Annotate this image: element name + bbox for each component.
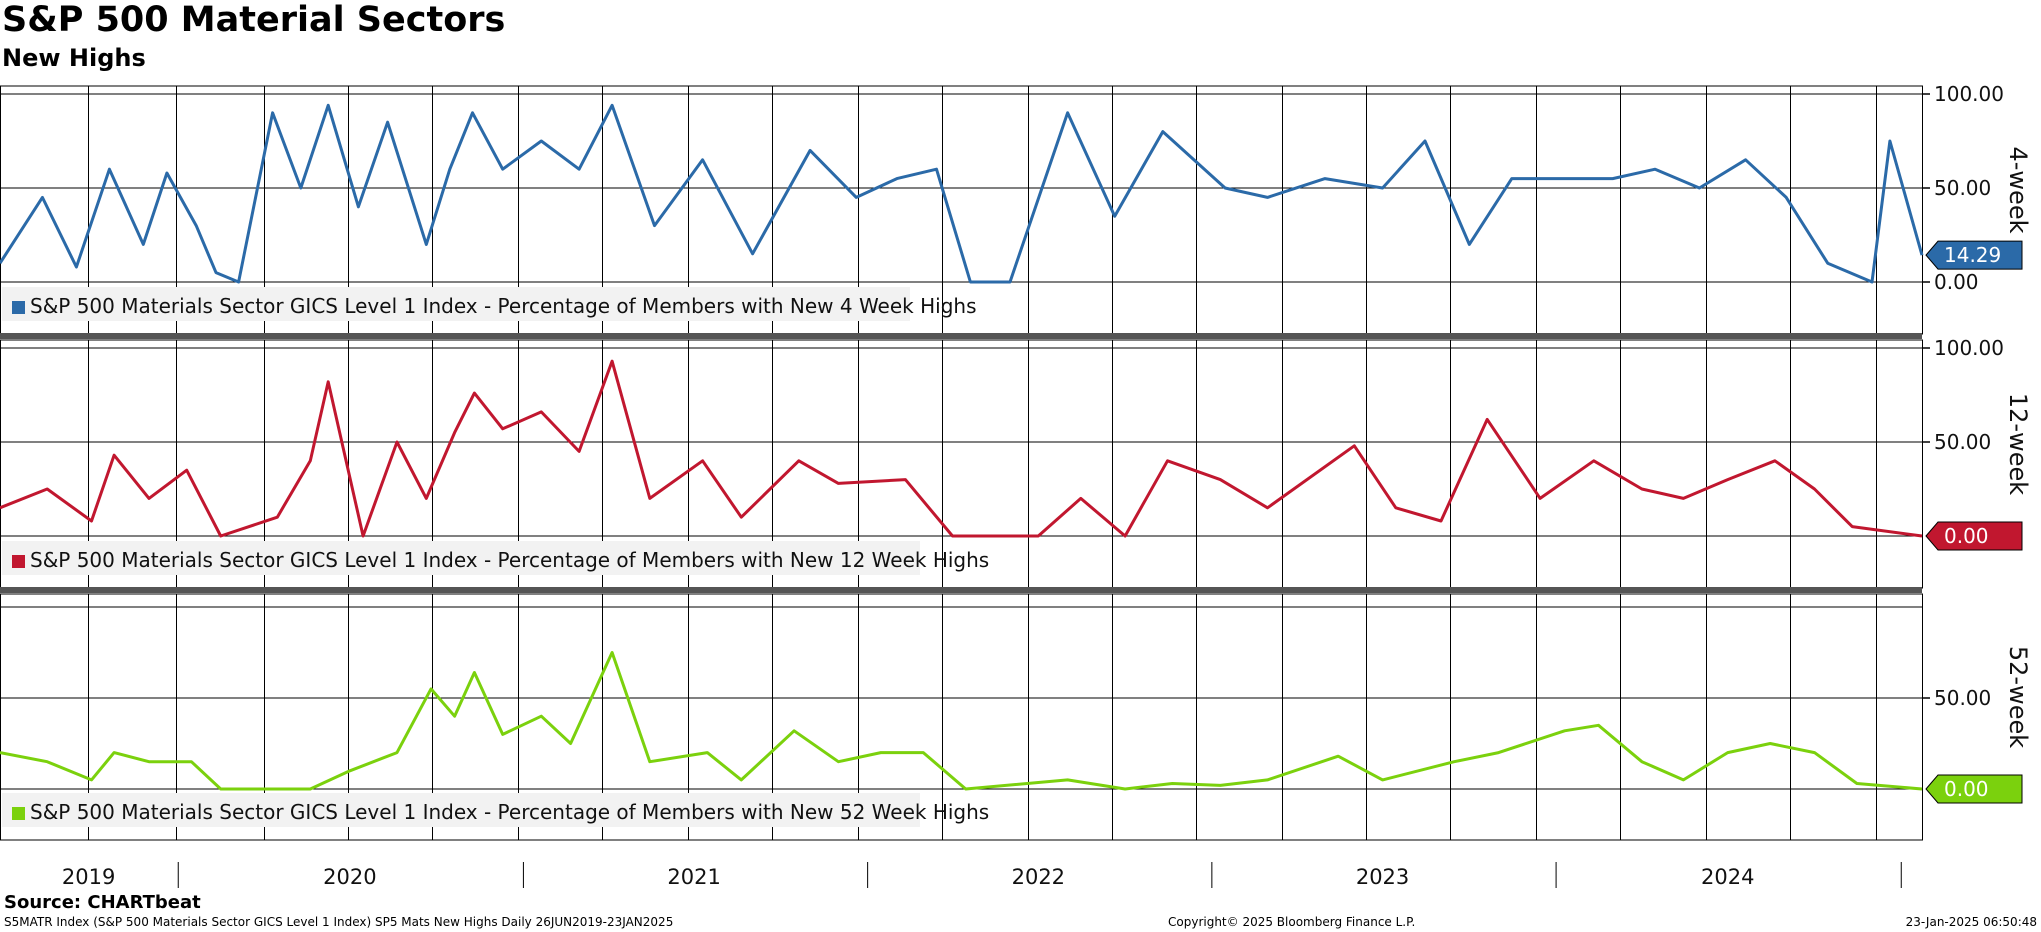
y-tick-label: 50.00 [1934,430,1991,454]
footer-right: 23-Jan-2025 06:50:48 [1905,915,2037,929]
x-year-label: 2022 [1012,865,1065,889]
panel-twelve_week: 100.00 50.00 12-week 0.00 S&P 500 Materials … [0,336,2032,589]
legend-swatch [12,807,25,820]
y-tick-label: 100.00 [1934,336,2004,360]
y-tick-label: 50.00 [1934,686,1991,710]
y-axis-label: 4-week [2004,147,2032,234]
x-year-label: 2020 [323,865,376,889]
x-year-label: 2024 [1701,865,1754,889]
chart-subtitle: New Highs [2,44,146,72]
legend-swatch [12,555,25,568]
panel-separator [0,587,1922,593]
last-value-label: 0.00 [1944,524,1989,548]
last-value-tag [1925,240,2023,270]
y-tick-label: 50.00 [1934,176,1991,200]
last-value-tag [1925,521,2023,551]
chart-title: S&P 500 Material Sectors [2,0,506,40]
x-year-label: 2019 [62,865,115,889]
panel-separator [0,333,1922,339]
legend-label: S&P 500 Materials Sector GICS Level 1 In… [30,294,977,318]
series-line-four_week [0,103,1924,284]
last-value-label: 0.00 [1944,777,1989,801]
footer-left: S5MATR Index (S&P 500 Materials Sector G… [4,915,674,929]
footer-center: Copyright© 2025 Bloomberg Finance L.P. [1168,915,1416,929]
last-value-tag [1925,774,2023,804]
legend-swatch [12,301,25,314]
x-year-label: 2021 [667,865,720,889]
y-axis-label: 52-week [2004,646,2032,748]
panel-fifty_two_week: 50.00 52-week 0.00 S&P 500 Materials Sector… [0,593,2032,841]
legend-label: S&P 500 Materials Sector GICS Level 1 In… [30,548,989,572]
legend-label: S&P 500 Materials Sector GICS Level 1 In… [30,800,989,824]
last-value-label: 14.29 [1944,243,2001,267]
source-label: Source: CHARTbeat [4,892,201,913]
x-year-label: 2023 [1356,865,1409,889]
y-tick-label: 0.00 [1934,270,1979,294]
y-axis-label: 12-week [2004,393,2032,495]
y-tick-label: 100.00 [1934,82,2004,106]
legend-box [2,541,920,575]
series-line-twelve_week [0,359,1923,538]
legend-box [2,793,920,827]
legend-box [2,287,910,321]
series-line-fifty_two_week [0,651,1923,791]
